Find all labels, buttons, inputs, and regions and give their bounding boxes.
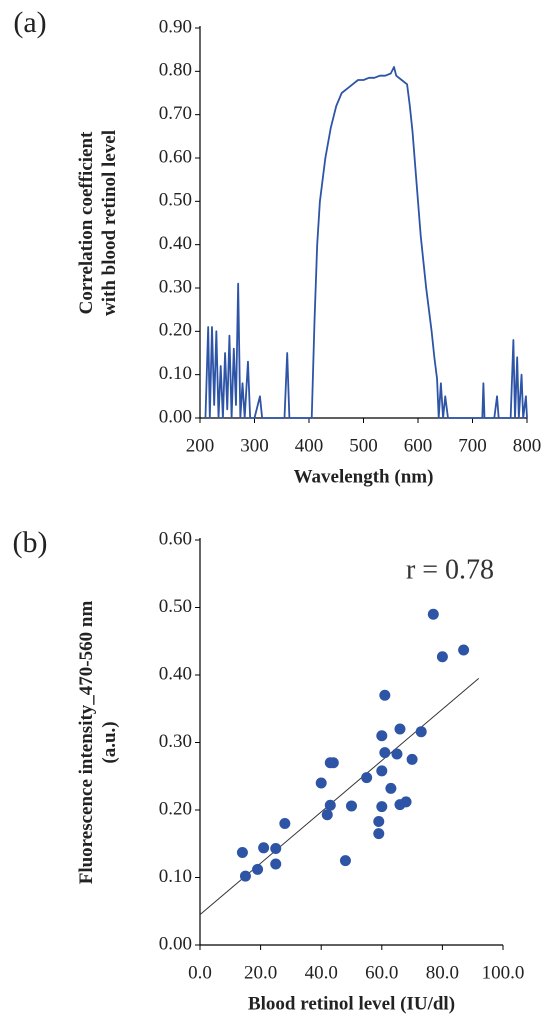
point — [270, 858, 282, 870]
y-tick-label: 0.20 — [159, 320, 192, 341]
y-tick-label: 0.10 — [159, 363, 192, 384]
x-tick-label: 800 — [513, 435, 542, 456]
point — [361, 772, 373, 784]
x-tick-label: 80.0 — [426, 962, 459, 983]
point — [270, 842, 282, 854]
point — [406, 753, 418, 765]
point — [324, 799, 336, 811]
point — [346, 800, 357, 812]
x-axis-label: Blood retinol level (IU/dl) — [248, 993, 455, 1014]
y-tick-label: 0.10 — [159, 866, 192, 887]
y-tick-label: 0.20 — [159, 798, 192, 819]
y-tick-label: 0.30 — [159, 731, 192, 752]
panel-label: (a) — [13, 6, 46, 39]
y-tick-label: 0.50 — [159, 190, 192, 211]
annotation: r = 0.78 — [406, 554, 494, 585]
point — [379, 747, 391, 759]
x-tick-label: 0.0 — [188, 962, 212, 983]
point — [373, 828, 385, 840]
point — [376, 801, 388, 813]
y-axis-label: Fluorescence intensity_470-560 nm (a.u.) — [76, 601, 120, 885]
x-tick-label: 400 — [295, 435, 324, 456]
y-axis-label-line: (a.u.) — [99, 721, 120, 763]
point — [315, 777, 327, 789]
point — [239, 870, 251, 882]
point — [327, 757, 339, 769]
point — [415, 726, 427, 738]
y-tick-label: 0.00 — [159, 406, 192, 427]
y-tick-label: 0.70 — [159, 103, 192, 124]
x-tick-label: 100.0 — [482, 962, 525, 983]
point — [236, 847, 248, 859]
y-tick-label: 0.80 — [159, 60, 192, 81]
point — [252, 863, 264, 875]
point — [391, 748, 403, 760]
x-tick-label: 40.0 — [305, 962, 338, 983]
point — [394, 723, 406, 735]
y-tick-label: 0.40 — [159, 663, 192, 684]
point — [385, 782, 397, 794]
y-axis-label-line: Correlation coefficient — [76, 131, 97, 314]
line — [204, 66, 528, 419]
point — [339, 855, 351, 867]
x-axis-label: Wavelength (nm) — [294, 466, 434, 487]
y-tick-label: 0.50 — [159, 596, 192, 617]
y-axis-label-line: with blood retinol level — [99, 130, 120, 316]
y-axis-label-line: Fluorescence intensity_470-560 nm — [76, 601, 97, 885]
point — [258, 842, 270, 854]
x-tick-label: 20.0 — [244, 962, 277, 983]
point — [376, 765, 388, 777]
y-tick-label: 0.60 — [159, 146, 192, 167]
point — [279, 818, 291, 829]
y-axis-label: Correlation coefficient with blood retino… — [76, 130, 120, 316]
point — [373, 815, 385, 827]
panel-label: (b) — [13, 526, 48, 559]
point — [321, 809, 333, 821]
y-tick-label: 0.40 — [159, 233, 192, 254]
point — [400, 796, 412, 808]
x-tick-label: 60.0 — [365, 962, 398, 983]
x-tick-label: 500 — [349, 435, 378, 456]
x-tick-label: 700 — [458, 435, 487, 456]
y-tick-label: 0.90 — [159, 16, 192, 37]
point — [379, 689, 391, 701]
x-tick-label: 300 — [240, 435, 269, 456]
y-tick-label: 0.00 — [159, 933, 192, 954]
point — [376, 730, 388, 742]
y-tick-label: 0.60 — [159, 528, 192, 549]
point — [427, 608, 439, 620]
x-tick-label: 600 — [404, 435, 433, 456]
point — [436, 651, 448, 663]
y-tick-label: 0.30 — [159, 276, 192, 297]
x-tick-label: 200 — [186, 435, 215, 456]
point — [458, 644, 470, 656]
